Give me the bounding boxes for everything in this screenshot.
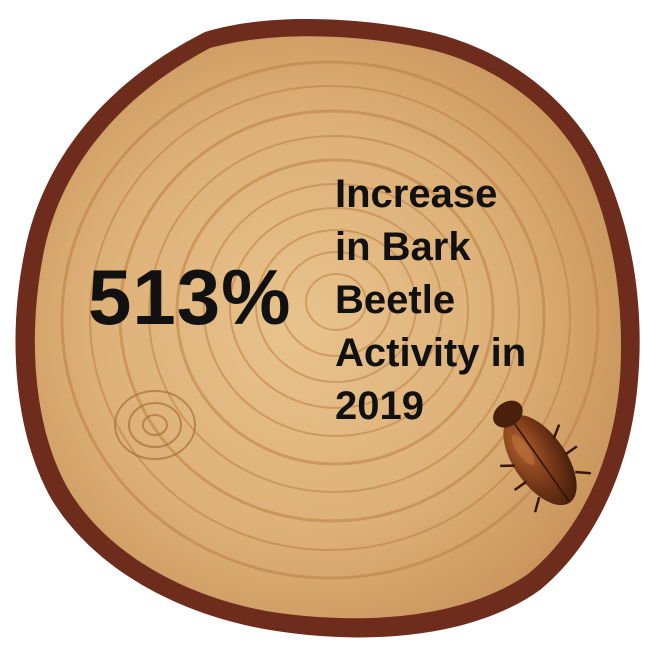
stat-description-line: Increase [335,172,498,216]
wood-knot [114,390,196,460]
stat-description-line: 2019 [335,384,424,428]
stat-description: Increase in Bark Beetle Activity in 2019 [335,168,526,433]
stat-value: 513% [88,253,292,341]
stat-description-line: Beetle [335,278,456,322]
wood-face [34,36,622,619]
growth-rings [60,60,600,580]
stat-description-line: in Bark [335,225,471,269]
bark-beetle-icon [493,400,591,513]
stat-description-line: Activity in [335,331,527,375]
